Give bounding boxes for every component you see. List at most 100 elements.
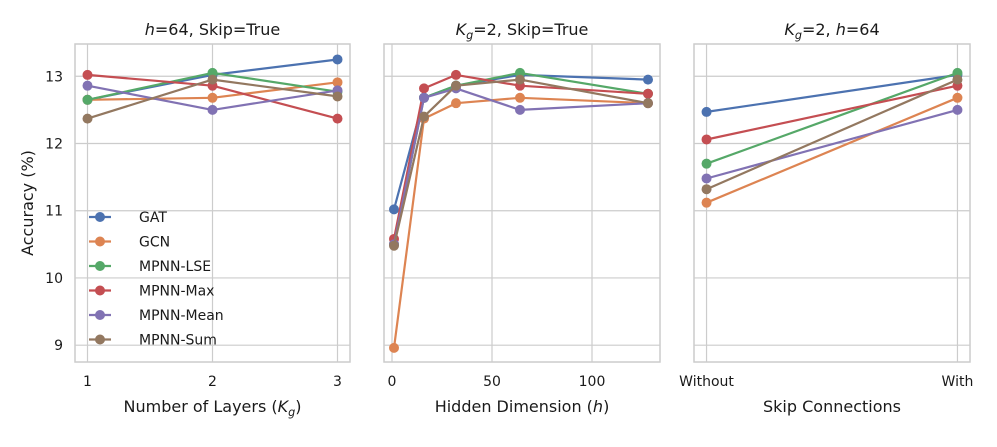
panel-title: h=64, Skip=True <box>145 20 281 39</box>
panel-title-part: h <box>145 20 155 39</box>
series-line-gat <box>706 73 958 113</box>
series-line-mpnn-mean <box>706 108 958 180</box>
x-tick-label: Without <box>679 374 734 390</box>
legend-marker <box>95 261 105 271</box>
series-line-mpnn-max <box>706 84 958 141</box>
data-point-mpnn-mean <box>952 104 963 115</box>
legend-label: MPNN-Mean <box>139 308 224 324</box>
panel-title: Kg=2, Skip=True <box>456 20 589 42</box>
legend-item-mpnn-max: MPNN-Max <box>89 284 214 300</box>
data-point-mpnn-lse <box>701 158 712 169</box>
legend: GAT GCN MPNN-LSE MPNN-Max MPNN-Mean MPNN-Sum <box>89 210 224 349</box>
panel-title-part: =64 <box>846 20 880 39</box>
legend-marker <box>95 285 105 296</box>
y-tick-label: 11 <box>45 204 63 220</box>
x-axis-label: Hidden Dimension (h) <box>435 397 610 416</box>
data-point-gat <box>389 204 399 215</box>
data-point-gcn <box>515 92 525 103</box>
legend-item-gat: GAT <box>89 210 167 226</box>
data-point-gcn <box>389 342 399 353</box>
data-point-gat <box>701 106 712 117</box>
legend-item-mpnn-sum: MPNN-Sum <box>89 333 217 349</box>
x-tick-label: 3 <box>333 374 342 390</box>
data-point-mpnn-sum <box>701 184 712 195</box>
y-tick-label: 13 <box>45 69 63 85</box>
x-axis-label: Skip Connections <box>763 397 901 416</box>
data-point-mpnn-max <box>419 83 429 94</box>
legend-label: MPNN-Sum <box>139 333 217 349</box>
data-point-mpnn-max <box>701 134 712 145</box>
data-point-mpnn-mean <box>701 173 712 184</box>
x-axis-label: Number of Layers (Kg) <box>124 397 302 419</box>
panel-title-part: g <box>466 29 473 42</box>
data-point-mpnn-mean <box>515 104 525 115</box>
data-point-gcn <box>207 92 218 103</box>
legend-marker <box>95 334 105 345</box>
data-point-mpnn-sum <box>332 91 343 102</box>
legend-item-mpnn-mean: MPNN-Mean <box>89 308 224 324</box>
y-tick-label: 9 <box>54 338 63 354</box>
panel-title: Kg=2, h=64 <box>784 20 879 42</box>
data-point-mpnn-sum <box>419 111 429 122</box>
plot-frame <box>74 43 351 363</box>
series-line-mpnn-lse <box>706 71 958 165</box>
x-axis-label-part: Hidden Dimension ( <box>435 397 593 416</box>
data-point-mpnn-sum <box>82 113 93 124</box>
data-point-gcn <box>701 197 712 208</box>
data-point-mpnn-lse <box>82 94 93 105</box>
x-axis-label-part: g <box>288 406 295 419</box>
data-point-mpnn-max <box>332 113 343 124</box>
x-tick-label: 1 <box>83 374 92 390</box>
x-axis-label-part: ) <box>295 397 301 416</box>
data-point-gcn <box>451 98 461 109</box>
plot-frame <box>693 43 971 363</box>
panel-title-part: K <box>784 20 796 39</box>
data-point-mpnn-mean <box>82 80 93 91</box>
data-point-mpnn-sum <box>389 240 399 251</box>
legend-marker <box>95 310 105 320</box>
x-axis-label-part: Skip Connections <box>763 397 901 416</box>
panel-3: Without With Kg=2, h=64 Skip Connections <box>679 20 973 416</box>
data-point-mpnn-sum <box>451 80 461 91</box>
x-tick-label: 2 <box>208 374 217 390</box>
data-point-gat <box>643 74 653 85</box>
x-axis-label-part: ) <box>603 397 609 416</box>
panel-2: 0 50 100 Kg=2, Skip=True Hidden Dimension (h… <box>383 20 661 416</box>
data-point-mpnn-sum <box>515 74 525 85</box>
y-tick-label: 10 <box>45 271 63 287</box>
data-point-mpnn-sum <box>643 98 653 109</box>
x-axis-label-part: K <box>278 397 290 416</box>
legend-item-mpnn-lse: MPNN-LSE <box>89 259 211 275</box>
data-point-mpnn-max <box>643 88 653 99</box>
x-tick-label: 0 <box>388 374 397 390</box>
y-tick-label: 12 <box>45 137 63 153</box>
x-axis-label-part: Number of Layers ( <box>124 397 278 416</box>
data-point-mpnn-sum <box>207 74 218 85</box>
data-point-mpnn-mean <box>207 104 218 115</box>
legend-marker <box>95 236 105 247</box>
data-point-gcn <box>952 92 963 103</box>
x-tick-label: 100 <box>579 374 606 390</box>
legend-marker <box>95 212 105 222</box>
legend-label: MPNN-Max <box>139 284 214 300</box>
legend-item-gcn: GCN <box>89 235 170 251</box>
panel-title-part: K <box>456 20 468 39</box>
data-point-gat <box>332 54 343 65</box>
x-tick-label: With <box>942 374 974 390</box>
data-point-mpnn-sum <box>952 74 963 85</box>
panel-title-part: g <box>795 29 802 42</box>
legend-label: GCN <box>139 235 170 251</box>
data-point-mpnn-max <box>82 69 93 80</box>
panel-title-part: h <box>836 20 846 39</box>
data-point-mpnn-mean <box>419 92 429 103</box>
data-point-gcn <box>332 77 343 88</box>
panel-title-part: =2, Skip=True <box>473 20 588 39</box>
y-axis-label: Accuracy (%) <box>18 150 37 256</box>
panel-title-part: =64, Skip=True <box>155 20 280 39</box>
series-line-gcn <box>706 96 958 204</box>
data-point-mpnn-max <box>451 69 461 80</box>
